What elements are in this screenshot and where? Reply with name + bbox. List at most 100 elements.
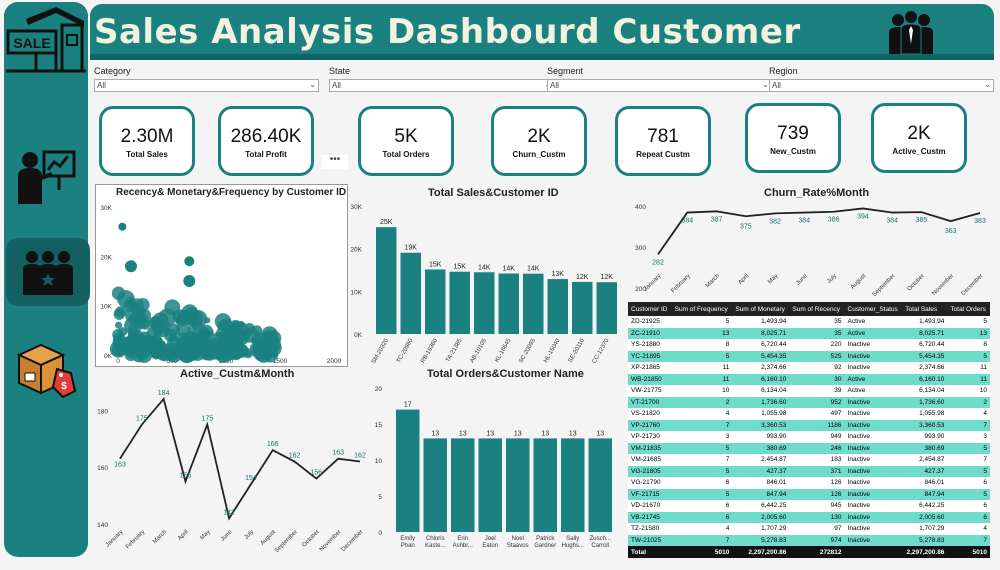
scatter-point: [117, 345, 127, 355]
table-cell: 1186: [789, 419, 845, 431]
column-header[interactable]: Total Orders: [947, 302, 990, 316]
table-row[interactable]: ZC-21910 13 8,025.71 35 Active 8,025.71 13: [628, 327, 990, 339]
x-tick-label: July: [244, 529, 256, 541]
table-row[interactable]: YS-21880 8 6,720.44 220 Inactive 6,720.44 8: [628, 339, 990, 351]
more-options-button[interactable]: •••: [322, 155, 348, 169]
table-row[interactable]: ZD-21925 5 1,493.94 35 Active 1,493.94 5: [628, 316, 990, 328]
kpi-total-orders[interactable]: 5K Total Orders: [358, 106, 454, 176]
table-row[interactable]: VP-21760 7 3,360.53 1186 Inactive 3,360.53 7: [628, 419, 990, 431]
column-header[interactable]: Sum of Monetary: [732, 302, 790, 316]
table-cell: Active: [844, 373, 903, 385]
orders-bar-chart-panel[interactable]: Total Orders&Customer Name 0 5 10 15 20 17 Emi…: [366, 364, 620, 560]
table-cell: VP-21730: [628, 431, 672, 443]
x-tick-label: RB-19360: [420, 337, 439, 364]
sales-bar-chart-panel[interactable]: Total Sales&Customer ID 0K 10K 20K 30K 25K SM…: [344, 184, 624, 372]
y-tick-label: 400: [635, 204, 646, 211]
presenter-icon[interactable]: [14, 144, 78, 208]
table-row[interactable]: TZ-21580 4 1,707.29 97 Inactive 1,707.29 4: [628, 523, 990, 535]
kpi-total-sales[interactable]: 2.30M Total Sales: [99, 106, 195, 176]
scatter-point: [117, 308, 124, 315]
sale-store-icon[interactable]: SALE: [4, 7, 88, 73]
chart-title: Churn_Rate%Month: [764, 187, 870, 199]
column-header[interactable]: Customer_Status: [844, 302, 903, 316]
y-tick-label: 200: [635, 286, 646, 293]
x-tick-label: October: [907, 273, 926, 292]
table-row[interactable]: VS-21820 4 1,055.98 497 Inactive 1,055.98 4: [628, 408, 990, 420]
table-row[interactable]: VM-21685 7 2,454.87 183 Inactive 2,454.87 7: [628, 454, 990, 466]
region-dropdown[interactable]: All ⌄: [769, 79, 994, 92]
x-tick-label: December: [961, 273, 985, 297]
kpi-churn-custm[interactable]: 2K Churn_Custm: [491, 106, 587, 176]
x-tick-label: April: [177, 529, 190, 542]
table-row[interactable]: XP-21865 11 2,374.66 92 Inactive 2,374.66 11: [628, 362, 990, 374]
table-row[interactable]: VM-21835 5 380.69 246 Inactive 380.69 5: [628, 442, 990, 454]
table-cell: VM-21835: [628, 442, 672, 454]
data-label: 12K: [601, 274, 614, 281]
column-header[interactable]: Customer ID: [628, 302, 672, 316]
filter-region: Region All ⌄: [769, 66, 994, 92]
kpi-repeat-custm[interactable]: 781 Repeat Custm: [615, 106, 711, 176]
data-label: 17: [404, 402, 412, 409]
churn-line-chart-panel[interactable]: Churn_Rate%Month 200 300 400 282 January 384 F…: [624, 184, 996, 299]
table-row[interactable]: VP-21730 3 993.90 949 Inactive 993.90 3: [628, 431, 990, 443]
x-tick-label: June: [795, 273, 809, 287]
table-row[interactable]: VW-21775 10 6,134.04 39 Active 6,134.04 10: [628, 385, 990, 397]
data-label: 13: [431, 430, 439, 437]
kpi-active-custm[interactable]: 2K Active_Custm: [871, 103, 967, 173]
kpi-total-profit[interactable]: 286.40K Total Profit: [218, 106, 314, 176]
active-line-chart-panel[interactable]: Active_Custm&Month 140 160 180 163 January 17…: [92, 364, 370, 560]
x-tick-label: February: [125, 529, 146, 550]
team-nav-icon[interactable]: [6, 238, 90, 306]
bar: [547, 279, 568, 334]
table-row[interactable]: VD-21670 6 6,442.25 945 Inactive 6,442.25 6: [628, 500, 990, 512]
table-cell: 7: [947, 454, 990, 466]
table-row[interactable]: VG-21790 6 846.01 126 Inactive 846.01 6: [628, 477, 990, 489]
bar: [425, 269, 446, 334]
category-dropdown[interactable]: All ⌄: [94, 79, 319, 92]
state-dropdown[interactable]: All⌄: [329, 79, 554, 92]
scatter-point: [175, 314, 187, 327]
table-row[interactable]: VB-21745 6 2,005.60 130 Inactive 2,005.60 6: [628, 511, 990, 523]
scatter-chart-panel[interactable]: Recency& Monetary&Frequency by Customer …: [95, 184, 348, 367]
table-cell: 39: [789, 385, 845, 397]
bar: [478, 438, 502, 532]
y-tick-label: 30K: [350, 204, 362, 211]
x-tick-label: December: [341, 529, 365, 553]
active-line-chart: 140 160 180 163 January 175 February 184 March 15…: [97, 390, 366, 554]
table-cell: 183: [789, 454, 845, 466]
table-cell: 5: [947, 442, 990, 454]
table-row[interactable]: VG-21805 5 427.37 371 Inactive 427.37 5: [628, 465, 990, 477]
data-label: 155: [180, 472, 192, 479]
segment-dropdown[interactable]: All ⌄: [547, 79, 772, 92]
table-cell: Inactive: [844, 523, 903, 535]
y-tick-label: 30K: [100, 205, 112, 212]
x-tick-label: November: [931, 273, 955, 297]
table-row[interactable]: VF-21715 5 847.94 126 Inactive 847.94 5: [628, 488, 990, 500]
scatter-point: [191, 346, 198, 353]
y-tick-label: 160: [97, 465, 108, 472]
table-cell: 6,442.25: [732, 500, 790, 512]
data-label: 175: [201, 416, 213, 423]
column-header[interactable]: Sum of Frequency: [671, 302, 733, 316]
customer-table-panel[interactable]: Customer ID Sum of Frequency Sum of Moneta…: [628, 302, 990, 558]
column-header[interactable]: Total Sales: [902, 302, 948, 316]
x-tick-label: August: [850, 273, 868, 291]
table-row[interactable]: YC-21895 5 5,454.35 525 Inactive 5,454.35 5: [628, 350, 990, 362]
table-cell: 427.37: [732, 465, 790, 477]
table-cell: 1,736.60: [732, 396, 790, 408]
table-row[interactable]: VT-21700 2 1,736.60 952 Inactive 1,736.60 2: [628, 396, 990, 408]
table-row[interactable]: WB-21850 11 6,160.10 30 Active 6,160.10 11: [628, 373, 990, 385]
bar: [474, 272, 495, 334]
package-tag-icon[interactable]: $: [14, 336, 78, 400]
table-cell: 8,025.71: [902, 327, 948, 339]
table-cell: 952: [789, 396, 845, 408]
table-cell: 8: [671, 339, 733, 351]
column-header[interactable]: Sum of Recency: [789, 302, 845, 316]
table-row[interactable]: TW-21025 7 5,278.83 974 Inactive 5,278.83 7: [628, 534, 990, 546]
x-tick-label: Emily: [400, 536, 415, 542]
data-label: 142: [223, 509, 235, 516]
table-cell: 7: [671, 454, 733, 466]
kpi-new-custm[interactable]: 739 New_Custm: [745, 103, 841, 173]
bar: [596, 282, 617, 334]
y-tick-label: 0K: [354, 332, 363, 339]
